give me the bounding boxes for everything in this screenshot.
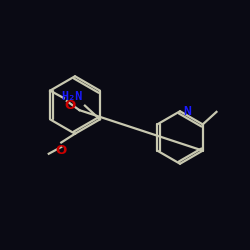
Text: N: N xyxy=(183,105,191,118)
Text: H₂N: H₂N xyxy=(62,90,83,102)
Text: O: O xyxy=(56,144,67,157)
Text: O: O xyxy=(64,99,76,112)
